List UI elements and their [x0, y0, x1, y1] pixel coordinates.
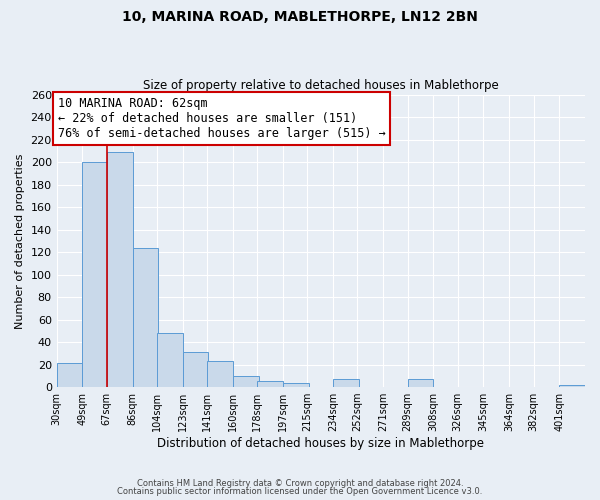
Bar	[333, 379, 359, 387]
Bar	[82, 162, 108, 387]
Bar	[233, 376, 259, 387]
Bar	[559, 385, 585, 387]
Text: Contains HM Land Registry data © Crown copyright and database right 2024.: Contains HM Land Registry data © Crown c…	[137, 478, 463, 488]
Title: Size of property relative to detached houses in Mablethorpe: Size of property relative to detached ho…	[143, 79, 499, 92]
Bar	[107, 152, 133, 387]
Text: 10 MARINA ROAD: 62sqm
← 22% of detached houses are smaller (151)
76% of semi-det: 10 MARINA ROAD: 62sqm ← 22% of detached …	[58, 97, 386, 140]
Text: 10, MARINA ROAD, MABLETHORPE, LN12 2BN: 10, MARINA ROAD, MABLETHORPE, LN12 2BN	[122, 10, 478, 24]
X-axis label: Distribution of detached houses by size in Mablethorpe: Distribution of detached houses by size …	[157, 437, 484, 450]
Bar	[407, 379, 433, 387]
Bar	[56, 364, 82, 387]
Bar	[157, 333, 182, 387]
Text: Contains public sector information licensed under the Open Government Licence v3: Contains public sector information licen…	[118, 487, 482, 496]
Bar	[133, 248, 158, 387]
Bar	[257, 382, 283, 387]
Bar	[182, 352, 208, 387]
Bar	[207, 361, 233, 387]
Bar	[283, 382, 308, 387]
Y-axis label: Number of detached properties: Number of detached properties	[15, 153, 25, 328]
